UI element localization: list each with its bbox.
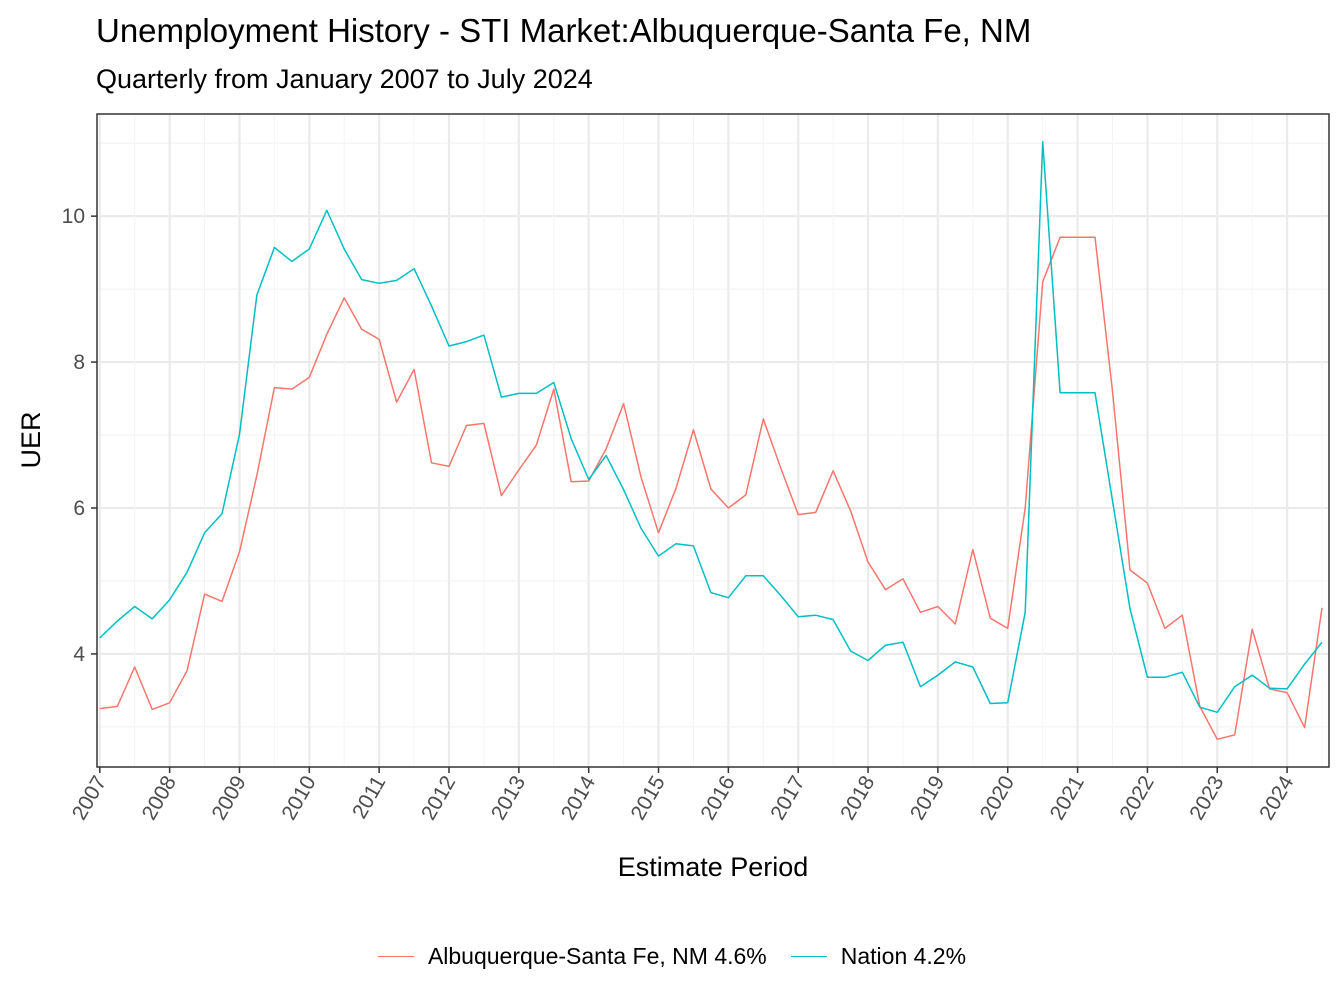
y-axis-title: UER [16,411,46,468]
x-tick-label: 2009 [208,772,251,824]
x-tick-label: 2019 [906,772,949,824]
legend-item-albuquerque: Albuquerque-Santa Fe, NM 4.6% [377,942,767,970]
x-tick-label: 2014 [557,772,600,824]
x-tick-label: 2018 [836,772,879,824]
series-layer [99,140,1323,741]
x-tick-label: 2016 [696,772,739,824]
y-tick-label: 10 [62,205,85,228]
legend: Albuquerque-Santa Fe, NM 4.6% Nation 4.2… [0,936,1344,976]
x-tick-label: 2008 [138,772,181,824]
y-tick-label: 6 [73,497,85,520]
x-tick-label: 2023 [1185,772,1228,824]
x-tick-label: 2017 [766,772,809,824]
x-tick-label: 2013 [487,772,530,824]
series-line-nation [99,140,1323,714]
x-tick-label: 2024 [1255,772,1298,824]
x-tick-label: 2010 [277,772,320,824]
grid-layer [97,114,1329,767]
x-tick-label: 2012 [417,772,460,824]
x-tick-label: 2020 [976,772,1019,824]
legend-label-albuquerque: Albuquerque-Santa Fe, NM 4.6% [427,942,767,969]
chart-title: Unemployment History - STI Market:Albuqu… [96,12,1032,49]
x-tick-label: 2015 [627,772,670,824]
axis-layer: 4 6 8 10 2007 2008 2009 2010 2011 2012 2013 2014 201… [62,205,1299,824]
panel-border [96,113,1330,768]
x-tick-label: 2011 [348,772,391,823]
legend-item-nation: Nation 4.2% [790,942,967,970]
legend-line-albuquerque [377,955,414,957]
chart-subtitle: Quarterly from January 2007 to July 2024 [96,64,593,94]
legend-label-nation: Nation 4.2% [840,942,967,969]
y-tick-label: 8 [73,351,85,374]
y-tick-label: 4 [73,643,85,666]
x-tick-label: 2021 [1046,772,1089,824]
legend-line-nation [790,955,827,957]
x-tick-label: 2022 [1115,772,1158,824]
x-tick-label: 2007 [68,772,111,824]
series-line-albuquerque [99,236,1323,741]
x-axis-title: Estimate Period [618,852,809,882]
